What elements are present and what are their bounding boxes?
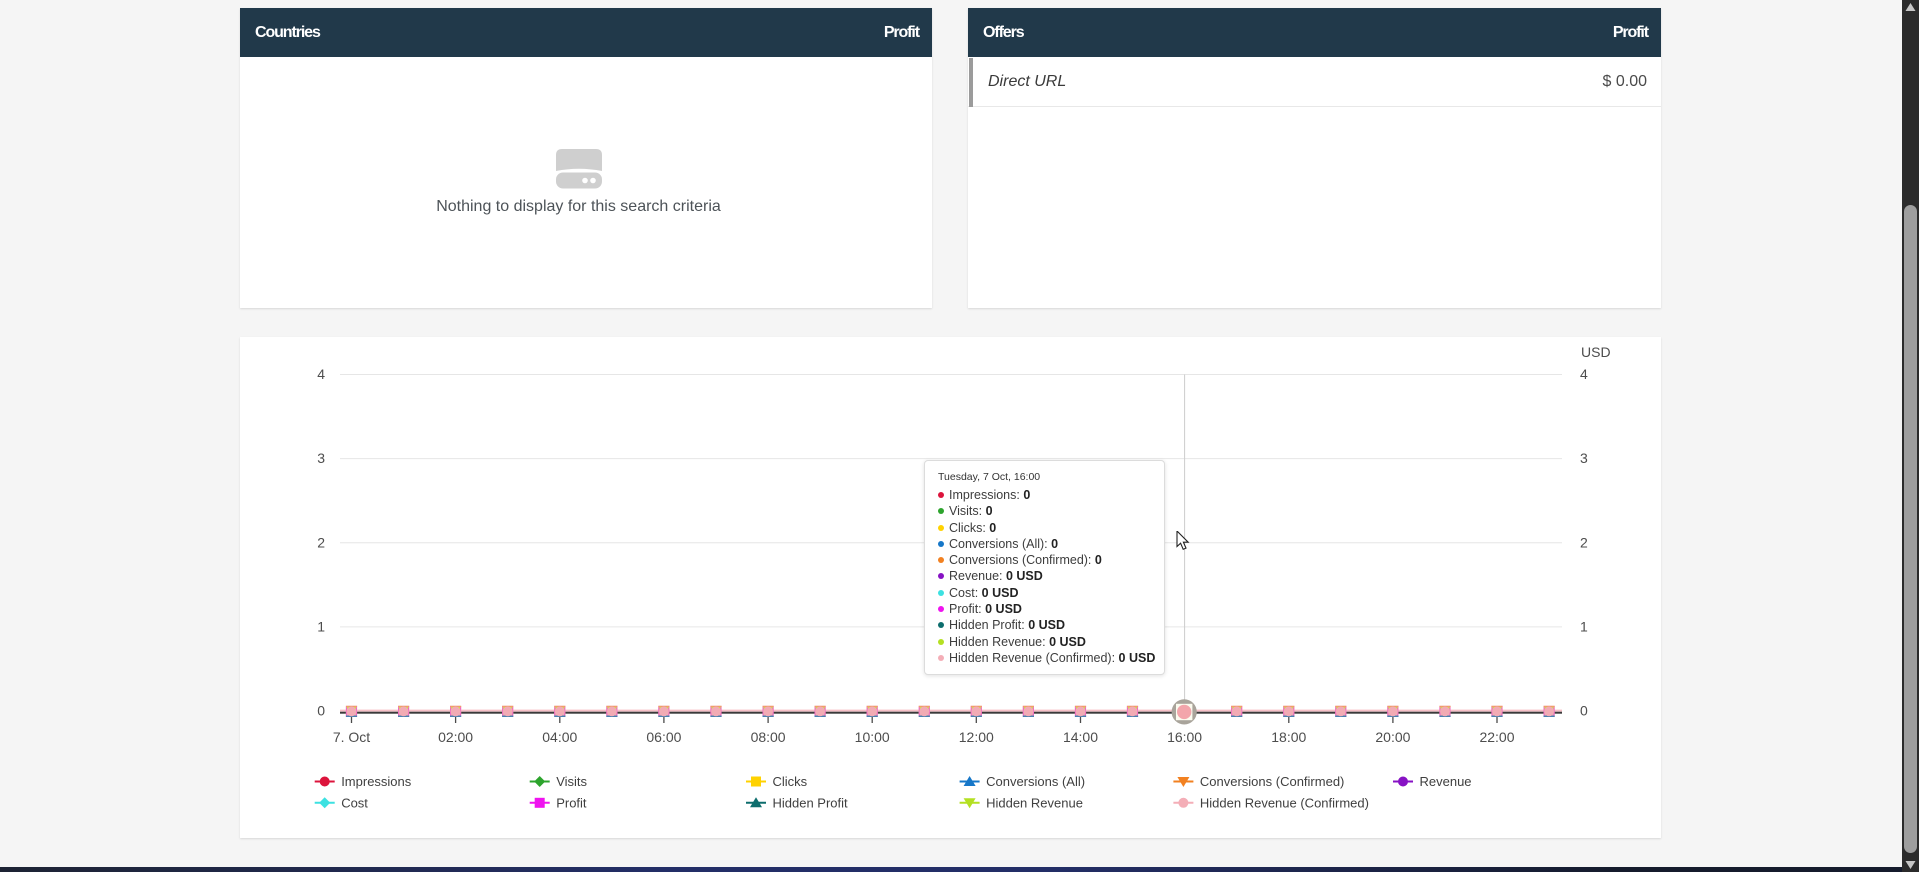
svg-text:12:00: 12:00 — [959, 729, 994, 745]
svg-text:Visits: Visits — [556, 774, 587, 789]
svg-text:1: 1 — [317, 618, 325, 634]
svg-text:4: 4 — [317, 366, 325, 382]
svg-text:16:00: 16:00 — [1167, 729, 1202, 745]
svg-text:7. Oct: 7. Oct — [333, 729, 370, 745]
svg-text:Revenue: Revenue — [1420, 774, 1472, 789]
svg-text:2: 2 — [1580, 534, 1588, 550]
svg-text:02:00: 02:00 — [438, 729, 473, 745]
svg-text:04:00: 04:00 — [542, 729, 577, 745]
svg-text:22:00: 22:00 — [1479, 729, 1514, 745]
svg-text:18:00: 18:00 — [1271, 729, 1306, 745]
svg-text:3: 3 — [317, 450, 325, 466]
svg-text:0: 0 — [1580, 703, 1588, 719]
svg-text:14:00: 14:00 — [1063, 729, 1098, 745]
svg-text:4: 4 — [1580, 366, 1588, 382]
svg-text:20:00: 20:00 — [1375, 729, 1410, 745]
svg-text:08:00: 08:00 — [751, 729, 786, 745]
svg-text:Conversions (Confirmed): Conversions (Confirmed) — [1200, 774, 1345, 789]
svg-text:Impressions: Impressions — [341, 774, 412, 789]
svg-text:Profit: Profit — [556, 795, 587, 810]
svg-text:USD: USD — [1581, 344, 1611, 360]
svg-text:Hidden Profit: Hidden Profit — [773, 795, 849, 810]
svg-text:Hidden Revenue (Confirmed): Hidden Revenue (Confirmed) — [1200, 795, 1369, 810]
svg-text:0: 0 — [317, 703, 325, 719]
svg-text:06:00: 06:00 — [646, 729, 681, 745]
svg-text:Hidden Revenue: Hidden Revenue — [986, 795, 1083, 810]
svg-text:1: 1 — [1580, 618, 1588, 634]
svg-text:10:00: 10:00 — [855, 729, 890, 745]
svg-text:Conversions (All): Conversions (All) — [986, 774, 1085, 789]
svg-text:Cost: Cost — [341, 795, 368, 810]
svg-text:2: 2 — [317, 534, 325, 550]
svg-text:Clicks: Clicks — [773, 774, 808, 789]
svg-text:3: 3 — [1580, 450, 1588, 466]
